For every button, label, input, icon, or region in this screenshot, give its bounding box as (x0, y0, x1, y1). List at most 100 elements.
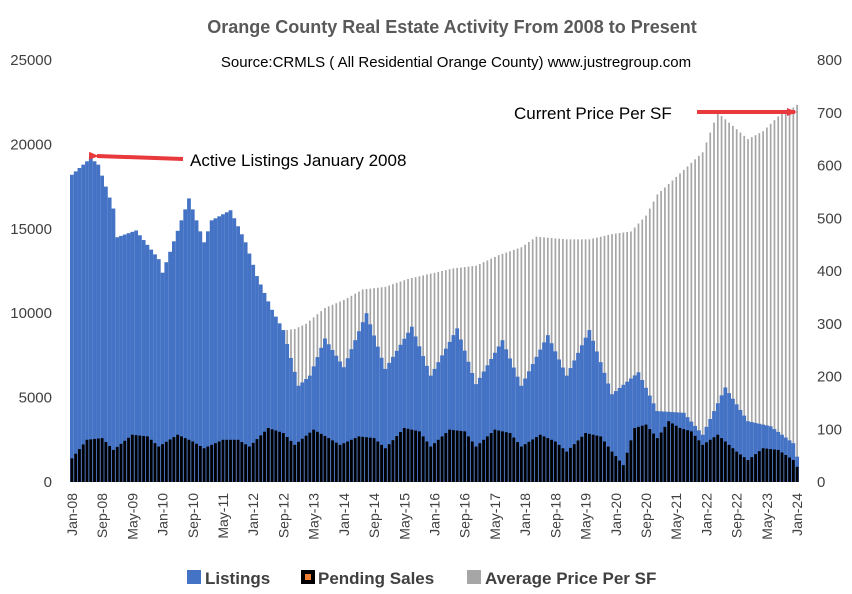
listings-bar (545, 335, 550, 482)
listings-bar (398, 344, 403, 482)
pending-sales-bar (580, 436, 584, 482)
average-price-per-sf-bar (512, 249, 515, 482)
listings-bar (357, 331, 361, 482)
listings-bar (493, 352, 497, 482)
pending-sales-bar (761, 448, 765, 482)
listings-bar (285, 344, 290, 482)
x-axis-tick-label: May-21 (668, 493, 684, 540)
pending-sales-bar (414, 430, 418, 482)
average-price-per-sf-bar (781, 112, 783, 482)
average-price-per-sf-bar (773, 120, 776, 482)
listings-bar (323, 338, 327, 482)
pending-sales-bar (210, 444, 214, 482)
x-axis-tick-label: May-09 (124, 493, 140, 540)
pending-sales-bar (451, 430, 455, 482)
pending-sales-bar (96, 438, 100, 482)
listings-bar (232, 218, 237, 482)
pending-sales-bar (757, 451, 761, 482)
listings-bar (360, 322, 365, 482)
listings-bar (137, 235, 142, 482)
average-price-per-sf-bar (656, 194, 659, 482)
pending-sales-bar (535, 437, 538, 482)
pending-sales-bar (176, 434, 180, 482)
listings-bar (432, 368, 437, 482)
pending-sales-bar (327, 438, 331, 482)
listings-bar (70, 174, 74, 482)
listings-bar (753, 422, 758, 482)
pending-sales-bar (587, 433, 591, 482)
x-axis-tick-label: Jan-16 (427, 493, 443, 536)
pending-sales-bar (134, 435, 138, 482)
average-price-per-sf-bar (679, 173, 681, 482)
pending-sales-bar (489, 433, 493, 482)
listings-bar (440, 355, 444, 482)
pending-sales-bar (153, 443, 157, 482)
listings-bar (421, 356, 426, 482)
pending-sales-bar (361, 436, 365, 482)
left-axis-ticks: 0 5000 10000 15000 20000 25000 (10, 52, 52, 491)
listings-bar (383, 368, 388, 482)
average-price-per-sf-bar (694, 159, 696, 482)
pending-sales-bar (705, 442, 708, 482)
average-price-per-sf-bar (603, 235, 606, 482)
pending-sales-bar (365, 437, 368, 482)
pending-sales-bar (183, 438, 187, 482)
left-axis-tick-label: 10000 (10, 305, 52, 322)
pending-sales-bar (788, 457, 791, 482)
listings-bar (85, 161, 89, 482)
listings-bar (515, 376, 520, 482)
pending-sales-bar (621, 465, 625, 482)
pending-sales-bar (127, 437, 130, 482)
pending-sales-bar (93, 438, 96, 482)
listings-bar (145, 244, 150, 482)
listings-bar (228, 210, 233, 483)
pending-sales-bar (319, 433, 323, 482)
average-price-per-sf-bar (475, 265, 477, 482)
average-price-per-sf-bar (754, 135, 757, 483)
x-axis-tick-label: May-23 (759, 493, 775, 540)
pending-sales-bar (637, 426, 640, 482)
listings-bar (564, 375, 569, 482)
average-price-per-sf-bar (520, 247, 523, 482)
pending-sales-bar (293, 444, 297, 482)
average-price-per-sf-bar (724, 119, 727, 482)
pending-sales-bar (138, 435, 142, 482)
average-price-per-sf-bar (739, 132, 742, 482)
average-price-per-sf-bar (792, 107, 795, 482)
pending-sales-bar (312, 429, 316, 482)
x-axis-tick-label: May-13 (306, 493, 322, 540)
pending-sales-bar (334, 442, 338, 482)
average-price-per-sf-bar (750, 137, 753, 482)
pending-sales-bar (429, 446, 433, 482)
average-price-per-sf-bar (701, 152, 704, 482)
listings-bar (149, 249, 154, 482)
listings-bar (375, 346, 380, 482)
pending-sales-bar (383, 448, 387, 482)
average-price-per-sf-bar (682, 169, 685, 482)
right-axis-tick-label: 300 (817, 316, 842, 333)
pending-sales-bar (538, 434, 542, 482)
pending-sales-bar (119, 443, 123, 482)
pending-sales-bar (112, 449, 115, 482)
listings-bar (171, 241, 176, 482)
x-axis-ticks: Jan-08 Sep-08 May-09 Jan-10 Sep-10 May-11 Jan-… (64, 493, 805, 540)
right-axis-tick-label: 200 (817, 369, 842, 386)
listings-bar (247, 253, 252, 482)
pending-sales-bar (697, 440, 701, 482)
legend-swatch-listings (187, 570, 201, 584)
pending-sales-bar (591, 434, 595, 482)
listings-bar (353, 340, 358, 482)
listings-bar (394, 350, 399, 482)
listings-bar (236, 226, 240, 482)
listings-bar (126, 233, 131, 482)
listings-bar (77, 168, 82, 482)
pending-sales-bar (187, 439, 191, 482)
average-price-per-sf-bar (728, 122, 730, 482)
listings-bar (156, 259, 161, 482)
average-price-per-sf-bar (516, 248, 519, 482)
pending-sales-bar (640, 425, 644, 482)
pending-sales-bar (655, 438, 659, 482)
pending-sales-bar (217, 441, 221, 482)
listings-bar (130, 231, 135, 482)
pending-sales-bar (629, 440, 633, 482)
